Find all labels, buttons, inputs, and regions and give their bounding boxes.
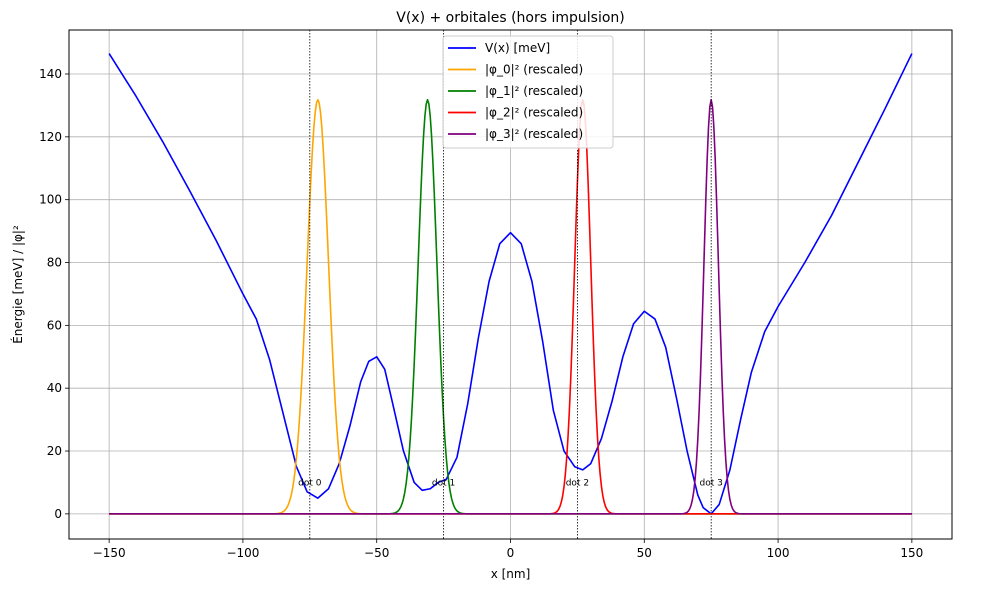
y-tick-label: 120: [39, 130, 62, 144]
legend: V(x) [meV] |φ_0|² (rescaled) |φ_1|² (resca…: [442, 35, 614, 149]
y-tick-label: 140: [39, 67, 62, 81]
y-tick-label: 20: [47, 444, 62, 458]
ticks: −150 −100 −50 0 50 100 150 0 20 40 60 80 100 120 140: [39, 67, 923, 560]
series-layer: [108, 53, 913, 515]
x-tick-label: 100: [767, 546, 790, 560]
series-line-0: [108, 53, 913, 515]
y-tick-label: 40: [47, 381, 62, 395]
y-axis-label: Énergie [meV] / |φ|²: [10, 225, 25, 344]
y-tick-label: 0: [54, 507, 62, 521]
chart-title: V(x) + orbitales (hors impulsion): [396, 10, 625, 26]
dot-label: dot 0: [298, 478, 322, 488]
legend-entry-v-x-mev: V(x) [meV]: [485, 41, 550, 55]
x-tick-label: 50: [637, 546, 652, 560]
legend-entry-1-rescaled: |φ_1|² (rescaled): [485, 84, 583, 98]
x-tick-label: 150: [900, 546, 923, 560]
dot-label: dot 2: [566, 478, 589, 488]
y-tick-label: 60: [47, 318, 62, 332]
legend-entry-2-rescaled: |φ_2|² (rescaled): [485, 106, 583, 120]
dot-label: dot 1: [432, 478, 455, 488]
x-tick-label: −150: [93, 546, 126, 560]
x-tick-label: 0: [507, 546, 515, 560]
legend-entry-0-rescaled: |φ_0|² (rescaled): [485, 63, 583, 77]
dot-label: dot 3: [700, 478, 723, 488]
x-tick-label: −50: [364, 546, 389, 560]
y-tick-label: 100: [39, 193, 62, 207]
x-tick-label: −100: [226, 546, 259, 560]
x-axis-label: x [nm]: [491, 567, 531, 581]
legend-entry-3-rescaled: |φ_3|² (rescaled): [485, 127, 583, 141]
y-tick-label: 80: [47, 256, 62, 270]
series-line-4: [109, 98, 912, 515]
legend-box: [442, 35, 614, 149]
